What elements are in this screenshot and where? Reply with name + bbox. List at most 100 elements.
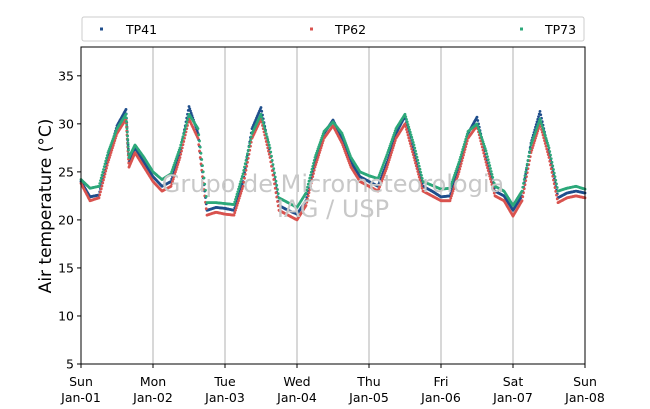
data-point <box>486 155 489 159</box>
data-point <box>388 144 392 148</box>
data-point <box>104 159 108 163</box>
data-point <box>545 139 549 143</box>
data-point <box>414 161 417 165</box>
data-point <box>476 124 480 128</box>
data-point <box>416 158 420 162</box>
data-point <box>105 156 108 160</box>
data-point <box>260 109 264 113</box>
data-point <box>487 172 491 175</box>
data-point <box>477 129 481 132</box>
x-tick-label-day: Sun <box>69 374 93 389</box>
data-point <box>310 167 314 171</box>
data-point <box>105 163 109 167</box>
data-point <box>449 196 453 200</box>
data-point <box>235 192 239 196</box>
data-point <box>479 133 483 137</box>
data-point <box>391 146 395 150</box>
data-point <box>417 175 421 179</box>
data-point <box>125 127 129 131</box>
data-point <box>242 180 246 184</box>
data-point <box>415 167 419 171</box>
data-point <box>306 182 310 186</box>
data-point <box>483 157 487 161</box>
data-point <box>169 184 173 188</box>
data-point <box>247 145 251 149</box>
data-point <box>462 142 466 146</box>
data-point <box>413 158 417 162</box>
data-point <box>462 153 465 157</box>
data-point <box>490 183 494 187</box>
data-point <box>265 135 269 139</box>
data-point <box>272 178 276 181</box>
data-point <box>175 155 179 158</box>
data-point <box>265 143 269 147</box>
data-point <box>177 150 180 154</box>
data-point <box>237 185 241 189</box>
legend: TP41 TP62 TP73 <box>81 16 585 42</box>
data-point <box>98 193 102 197</box>
data-point <box>320 144 324 147</box>
data-point <box>241 184 245 188</box>
data-point <box>274 179 278 183</box>
data-point <box>521 195 525 199</box>
data-point <box>268 146 272 150</box>
data-point <box>405 120 409 124</box>
data-point <box>488 164 492 167</box>
data-point <box>246 152 249 156</box>
data-point <box>476 119 480 122</box>
data-point <box>480 145 484 149</box>
x-tick-label-date: Jan-06 <box>420 390 461 405</box>
y-tick-label: 5 <box>66 357 74 372</box>
data-point <box>312 172 315 175</box>
data-point <box>385 165 389 169</box>
data-point <box>264 129 267 133</box>
data-point <box>183 126 187 130</box>
data-point <box>183 129 186 133</box>
data-point <box>176 163 180 167</box>
data-point <box>450 182 453 186</box>
data-point <box>234 198 237 201</box>
data-point <box>525 162 529 166</box>
data-point <box>547 156 551 159</box>
data-point <box>486 166 489 170</box>
data-point <box>232 203 236 206</box>
data-point <box>403 122 407 126</box>
data-point <box>492 178 495 182</box>
data-point <box>275 195 279 199</box>
data-point <box>175 165 179 169</box>
data-point <box>481 140 485 144</box>
data-point <box>171 180 174 183</box>
data-point <box>489 180 493 184</box>
data-point <box>99 187 103 191</box>
data-point <box>315 151 318 155</box>
data-point <box>414 149 417 153</box>
data-point <box>407 136 411 140</box>
data-point <box>480 142 483 146</box>
data-point <box>244 168 248 172</box>
data-point <box>387 160 390 164</box>
data-point <box>393 139 397 143</box>
data-point <box>530 141 534 145</box>
data-point <box>412 143 416 147</box>
data-point <box>483 144 486 148</box>
data-point <box>553 186 557 189</box>
data-point <box>243 172 247 176</box>
data-point <box>273 171 276 175</box>
data-point <box>177 160 180 164</box>
data-point <box>124 116 128 120</box>
data-point <box>411 141 415 144</box>
data-point <box>127 148 130 152</box>
data-point <box>274 191 278 195</box>
data-point <box>313 165 317 169</box>
x-tick-label-date: Jan-08 <box>564 390 605 405</box>
data-points <box>79 105 587 222</box>
data-point <box>477 126 480 130</box>
data-point <box>455 177 459 181</box>
data-point <box>102 178 105 182</box>
data-point <box>405 117 408 121</box>
data-point <box>270 154 273 158</box>
data-point <box>461 156 465 160</box>
data-point <box>196 127 200 131</box>
y-tick-label: 30 <box>58 116 74 131</box>
data-point <box>393 129 397 133</box>
